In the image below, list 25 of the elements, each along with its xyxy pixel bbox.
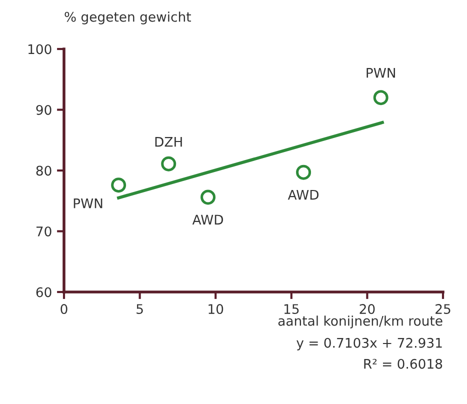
point [373,90,388,106]
y-tick-label: 60 [36,287,52,298]
x-tick-label: 20 [360,304,375,314]
annotation: AWD [288,190,318,200]
point [296,164,312,180]
annotation: AWD [192,214,223,224]
x-tick-label: 0 [60,304,68,314]
y-tick-label: 70 [36,226,52,236]
point [200,190,216,205]
y-tick-label: 90 [36,104,52,115]
annotation: PWN [74,198,102,208]
y-tick-label: 80 [36,166,52,176]
point [111,178,126,193]
y-tick-label: 100 [28,44,52,54]
point [161,156,176,172]
x-tick-label: 15 [284,304,299,314]
annotation: PWN [366,68,395,78]
y-axis-title: % gegeten gewicht [64,12,191,24]
annotation: DZH [155,137,182,147]
x-tick-label: 25 [436,304,450,314]
x-axis-title: aantal konijnen/km route [278,316,442,328]
text: R² = 0.6018 [364,358,442,369]
x-tick-label: 10 [208,304,224,314]
x-tick-label: 5 [136,304,143,314]
text: y = 0.7103x + 72.931 [296,338,442,350]
